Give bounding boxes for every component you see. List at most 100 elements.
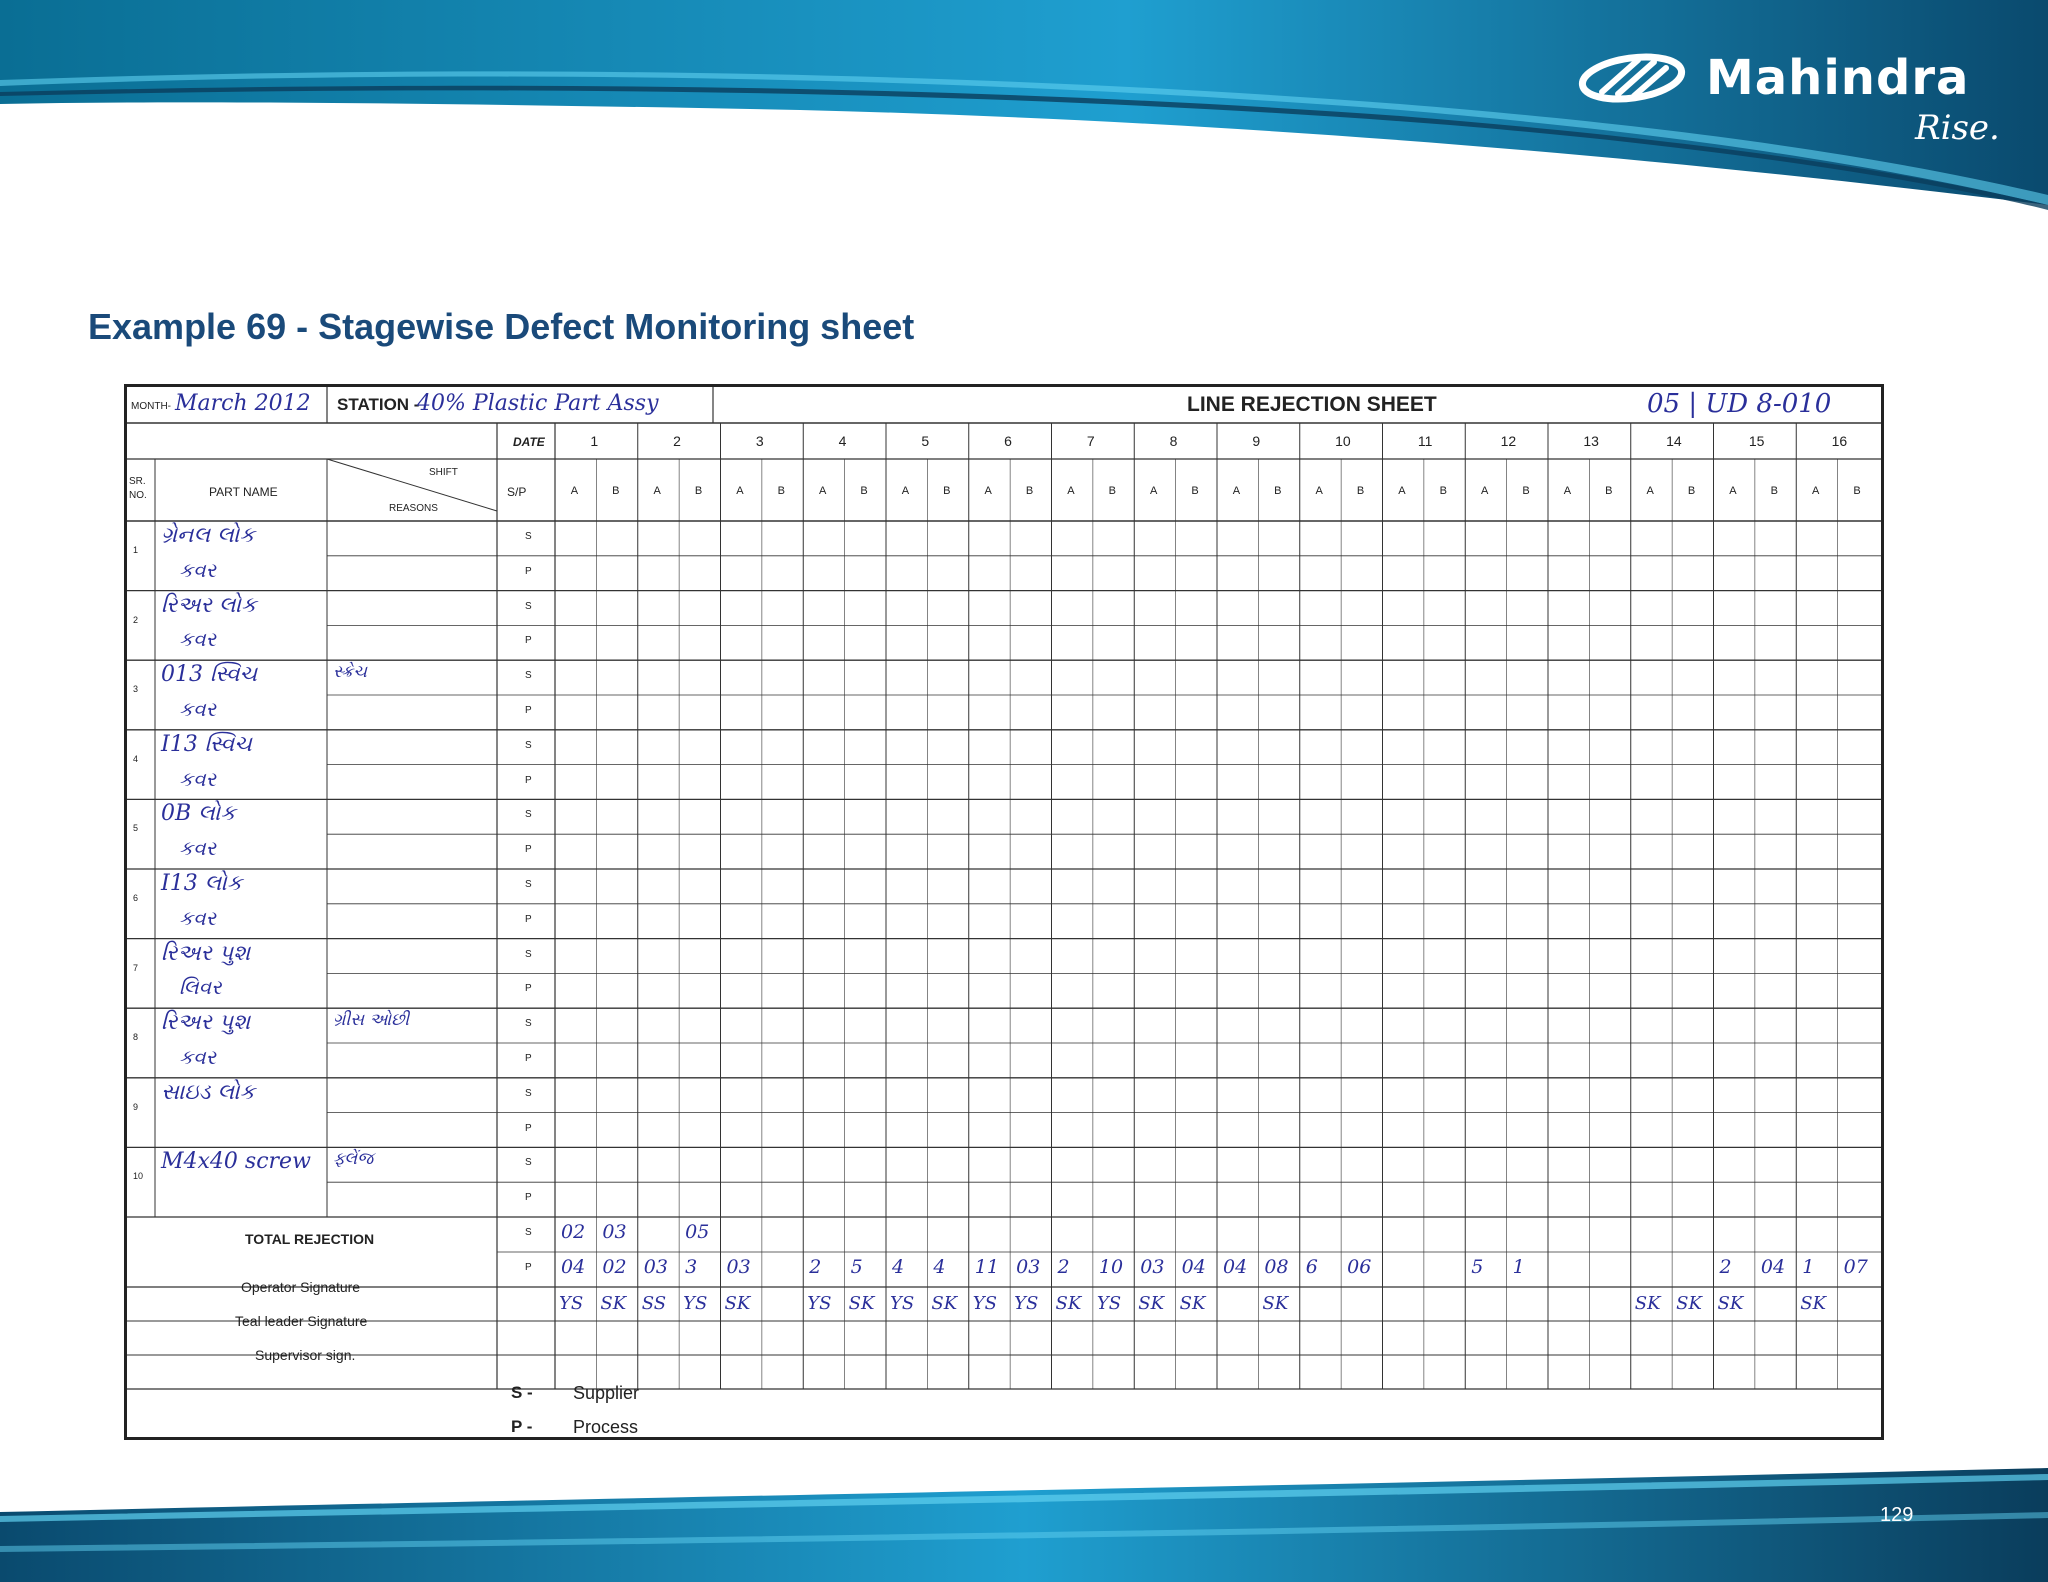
part-name-line1: I13 લોક — [161, 871, 243, 896]
part-reason: ફ્લેંજ — [333, 1149, 374, 1170]
total-p-value: 5 — [1471, 1256, 1484, 1278]
part-sr-no: 6 — [133, 893, 139, 903]
part-name-line1: M4x40 screw — [161, 1149, 311, 1175]
date-11: 11 — [1417, 433, 1433, 449]
part-name-line1: રિઅર લોક — [161, 592, 257, 618]
shift-a-header: A — [1646, 485, 1654, 497]
operator-signature-label: Operator Signature — [241, 1279, 361, 1295]
part-name-line2: કવર — [179, 766, 216, 791]
brand-tagline: Rise. — [1915, 108, 2000, 148]
date-10: 10 — [1335, 433, 1351, 449]
date-label: DATE — [513, 435, 545, 449]
sp-code-s: S — [525, 531, 532, 542]
date-2: 2 — [673, 433, 681, 449]
date-4: 4 — [838, 433, 847, 449]
part-name-line2: કવર — [179, 627, 216, 652]
operator-initials: SK — [1634, 1293, 1661, 1314]
sp-code-s: S — [525, 670, 532, 682]
part-name-label: PART NAME — [209, 485, 278, 499]
sp-code-s: S — [525, 809, 532, 821]
brand-name: Mahindra — [1706, 50, 1970, 106]
legend-code-p: P - — [511, 1417, 533, 1436]
shift-a-header: A — [984, 485, 992, 497]
shift-label: SHIFT — [429, 467, 458, 478]
total-sp-p: P — [525, 1262, 532, 1273]
date-7: 7 — [1086, 433, 1095, 449]
shift-b-header: B — [694, 485, 703, 497]
operator-initials: SK — [848, 1293, 875, 1314]
part-name-line2: કવર — [179, 836, 216, 861]
sp-code-p: P — [525, 844, 532, 856]
total-rejection-label: TOTAL REJECTION — [245, 1231, 375, 1247]
part-name-line2: લિવર — [179, 975, 222, 1000]
sp-code-s: S — [525, 1157, 532, 1169]
reasons-label: REASONS — [389, 503, 438, 514]
part-name-line2: કવર — [179, 1045, 216, 1069]
part-name-line2: કવર — [179, 697, 216, 721]
operator-initials: SK — [1717, 1293, 1744, 1314]
sp-code-p: P — [525, 1192, 532, 1204]
total-p-value: 4 — [933, 1256, 946, 1278]
total-p-value: 6 — [1305, 1256, 1318, 1278]
month-label: MONTH- — [131, 401, 171, 412]
part-name-line2: કવર — [179, 557, 216, 582]
total-p-value: 02 — [602, 1256, 627, 1278]
date-9: 9 — [1252, 433, 1261, 449]
sp-code-p: P — [525, 635, 532, 647]
operator-initials: SK — [1262, 1293, 1289, 1314]
sp-code-s: S — [525, 948, 532, 960]
sp-code-p: P — [525, 705, 532, 716]
total-p-value: 03 — [726, 1256, 751, 1278]
total-p-value: 04 — [1181, 1256, 1206, 1278]
date-6: 6 — [1004, 433, 1012, 449]
total-p-value: 2 — [1719, 1256, 1732, 1278]
shift-b-header: B — [1356, 485, 1365, 497]
sp-code-s: S — [525, 879, 532, 890]
shift-b-header: B — [1522, 485, 1530, 497]
part-sr-no: 5 — [133, 823, 139, 834]
shift-b-header: B — [1439, 485, 1447, 497]
date-1: 1 — [590, 433, 599, 449]
total-sp-s: S — [525, 1227, 532, 1238]
shift-a-header: A — [1811, 485, 1820, 497]
operator-initials: YS — [559, 1293, 584, 1314]
total-p-value: 03 — [1016, 1256, 1041, 1278]
operator-initials: YS — [1096, 1293, 1122, 1314]
shift-b-header: B — [1274, 485, 1282, 497]
page-number: 129 — [1880, 1504, 1914, 1526]
shift-a-header: A — [1563, 485, 1572, 497]
operator-initials: YS — [683, 1293, 708, 1314]
operator-initials: SK — [1055, 1293, 1082, 1314]
team-leader-signature-label: Teal leader Signature — [235, 1313, 368, 1329]
part-name-line1: રિઅર પુશ — [161, 1010, 251, 1036]
part-sr-no: 3 — [133, 684, 139, 695]
shift-a-header: A — [1232, 485, 1241, 497]
total-p-value: 2 — [1057, 1256, 1070, 1278]
sp-code-p: P — [525, 565, 532, 577]
part-sr-no: 1 — [133, 545, 139, 555]
sheet-title: LINE REJECTION SHEET — [1187, 393, 1437, 416]
shift-b-header: B — [612, 485, 620, 497]
total-p-value: 03 — [643, 1256, 668, 1278]
operator-initials: SS — [641, 1293, 667, 1314]
operator-initials: SK — [931, 1293, 958, 1314]
date-14: 14 — [1666, 433, 1682, 449]
sp-code-p: P — [525, 983, 532, 995]
doc-reference: 05 | UD 8-010 — [1647, 389, 1832, 419]
date-13: 13 — [1583, 433, 1599, 449]
supervisor-sign-label: Supervisor sign. — [255, 1347, 356, 1363]
total-p-value: 4 — [892, 1256, 905, 1278]
operator-initials: SK — [724, 1293, 751, 1314]
footer-band — [0, 1468, 2048, 1582]
shift-a-header: A — [1149, 485, 1158, 497]
total-p-value: 04 — [1760, 1256, 1786, 1278]
operator-initials: YS — [972, 1293, 997, 1314]
month-value: March 2012 — [175, 391, 311, 416]
part-name-line1: 013 સ્વિચ — [161, 662, 258, 688]
shift-b-header: B — [860, 485, 868, 497]
total-p-value: 03 — [1140, 1256, 1165, 1278]
part-sr-no: 4 — [133, 753, 139, 764]
shift-a-header: A — [818, 485, 827, 497]
total-p-value: 08 — [1264, 1256, 1289, 1278]
station-label: STATION - — [337, 395, 420, 414]
